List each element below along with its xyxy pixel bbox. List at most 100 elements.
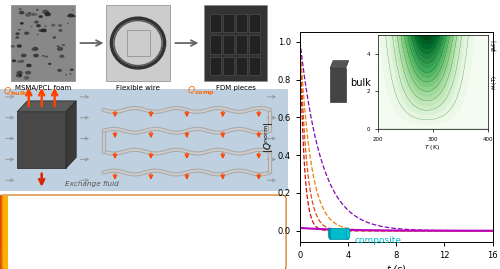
Bar bbox=[4, 196, 8, 269]
Ellipse shape bbox=[30, 26, 32, 27]
Ellipse shape bbox=[58, 24, 62, 27]
Bar bbox=[2, 196, 6, 269]
Bar bbox=[17, 112, 66, 168]
Bar bbox=[0, 196, 4, 269]
Bar bbox=[3, 196, 7, 269]
Bar bbox=[2, 196, 6, 269]
X-axis label: $t$ (s): $t$ (s) bbox=[386, 263, 406, 269]
Ellipse shape bbox=[52, 36, 56, 39]
Ellipse shape bbox=[51, 24, 56, 27]
Text: $Q_\mathbf{bulk}$: $Q_\mathbf{bulk}$ bbox=[3, 86, 28, 98]
Bar bbox=[204, 5, 268, 81]
Bar bbox=[3, 196, 7, 269]
Ellipse shape bbox=[16, 71, 22, 75]
Ellipse shape bbox=[42, 10, 49, 14]
Bar bbox=[236, 14, 247, 32]
Text: FDM pieces: FDM pieces bbox=[216, 85, 256, 91]
Ellipse shape bbox=[19, 11, 24, 15]
Ellipse shape bbox=[32, 48, 34, 51]
Bar bbox=[2, 196, 6, 269]
Bar bbox=[210, 14, 222, 32]
Ellipse shape bbox=[70, 68, 74, 71]
Bar bbox=[223, 35, 234, 54]
Bar bbox=[2, 196, 6, 269]
Bar bbox=[2, 196, 7, 269]
Bar bbox=[210, 57, 222, 75]
Ellipse shape bbox=[42, 55, 44, 57]
Bar bbox=[223, 14, 234, 32]
Ellipse shape bbox=[25, 71, 31, 75]
Ellipse shape bbox=[44, 25, 47, 27]
Ellipse shape bbox=[33, 54, 39, 57]
Ellipse shape bbox=[20, 22, 24, 25]
Bar bbox=[126, 30, 150, 56]
Bar bbox=[2, 196, 6, 269]
Bar bbox=[0, 196, 5, 269]
Ellipse shape bbox=[21, 54, 26, 57]
Ellipse shape bbox=[26, 64, 32, 67]
Bar bbox=[3, 196, 8, 269]
Ellipse shape bbox=[41, 29, 47, 32]
Ellipse shape bbox=[72, 15, 76, 17]
Bar bbox=[4, 196, 8, 269]
Ellipse shape bbox=[328, 228, 332, 239]
Bar bbox=[0, 196, 5, 269]
Bar bbox=[330, 228, 348, 239]
Ellipse shape bbox=[48, 63, 51, 65]
Bar bbox=[2, 196, 6, 269]
Bar bbox=[2, 196, 6, 269]
Ellipse shape bbox=[24, 76, 30, 80]
Bar bbox=[0, 196, 4, 269]
Bar bbox=[330, 68, 345, 102]
Ellipse shape bbox=[36, 14, 38, 15]
Bar bbox=[12, 5, 75, 81]
Text: FASTER THERMAL ENERGY TRANSFER in composite wire: FASTER THERMAL ENERGY TRANSFER in compos… bbox=[24, 244, 264, 253]
Bar bbox=[2, 196, 6, 269]
Ellipse shape bbox=[12, 59, 16, 62]
Ellipse shape bbox=[16, 36, 19, 39]
Ellipse shape bbox=[62, 44, 65, 46]
Bar bbox=[0, 196, 4, 269]
Bar bbox=[2, 196, 6, 269]
Bar bbox=[1, 196, 6, 269]
Bar bbox=[2, 196, 6, 269]
Bar bbox=[3, 196, 8, 269]
Ellipse shape bbox=[24, 31, 30, 35]
Ellipse shape bbox=[58, 69, 62, 72]
Ellipse shape bbox=[36, 24, 41, 27]
Bar bbox=[2, 196, 6, 269]
Ellipse shape bbox=[16, 44, 22, 48]
Ellipse shape bbox=[46, 13, 48, 14]
Bar bbox=[2, 196, 7, 269]
Bar bbox=[1, 196, 5, 269]
Ellipse shape bbox=[68, 13, 74, 17]
Bar bbox=[2, 196, 6, 269]
Bar bbox=[0, 196, 4, 269]
Bar bbox=[2, 196, 6, 269]
Bar bbox=[248, 14, 260, 32]
Ellipse shape bbox=[31, 13, 36, 16]
Bar bbox=[0, 196, 4, 269]
Text: $H$ (T): $H$ (T) bbox=[490, 75, 498, 90]
Bar bbox=[1, 196, 6, 269]
Ellipse shape bbox=[25, 13, 31, 17]
Bar bbox=[1, 196, 6, 269]
Ellipse shape bbox=[16, 73, 22, 77]
Bar bbox=[3, 196, 7, 269]
Bar bbox=[3, 196, 7, 269]
X-axis label: $T$ (K): $T$ (K) bbox=[424, 143, 440, 152]
Bar bbox=[1, 196, 5, 269]
Bar bbox=[2, 196, 6, 269]
Ellipse shape bbox=[28, 12, 32, 14]
Bar bbox=[4, 196, 8, 269]
Bar bbox=[0, 196, 4, 269]
Bar bbox=[2, 196, 6, 269]
Text: $|\Delta S|$: $|\Delta S|$ bbox=[490, 40, 498, 52]
Text: Exchange fluid: Exchange fluid bbox=[65, 181, 119, 187]
Bar bbox=[223, 57, 234, 75]
Bar bbox=[236, 57, 247, 75]
Bar bbox=[0, 196, 5, 269]
Bar bbox=[0, 196, 5, 269]
Bar bbox=[2, 196, 6, 269]
Ellipse shape bbox=[44, 12, 51, 16]
